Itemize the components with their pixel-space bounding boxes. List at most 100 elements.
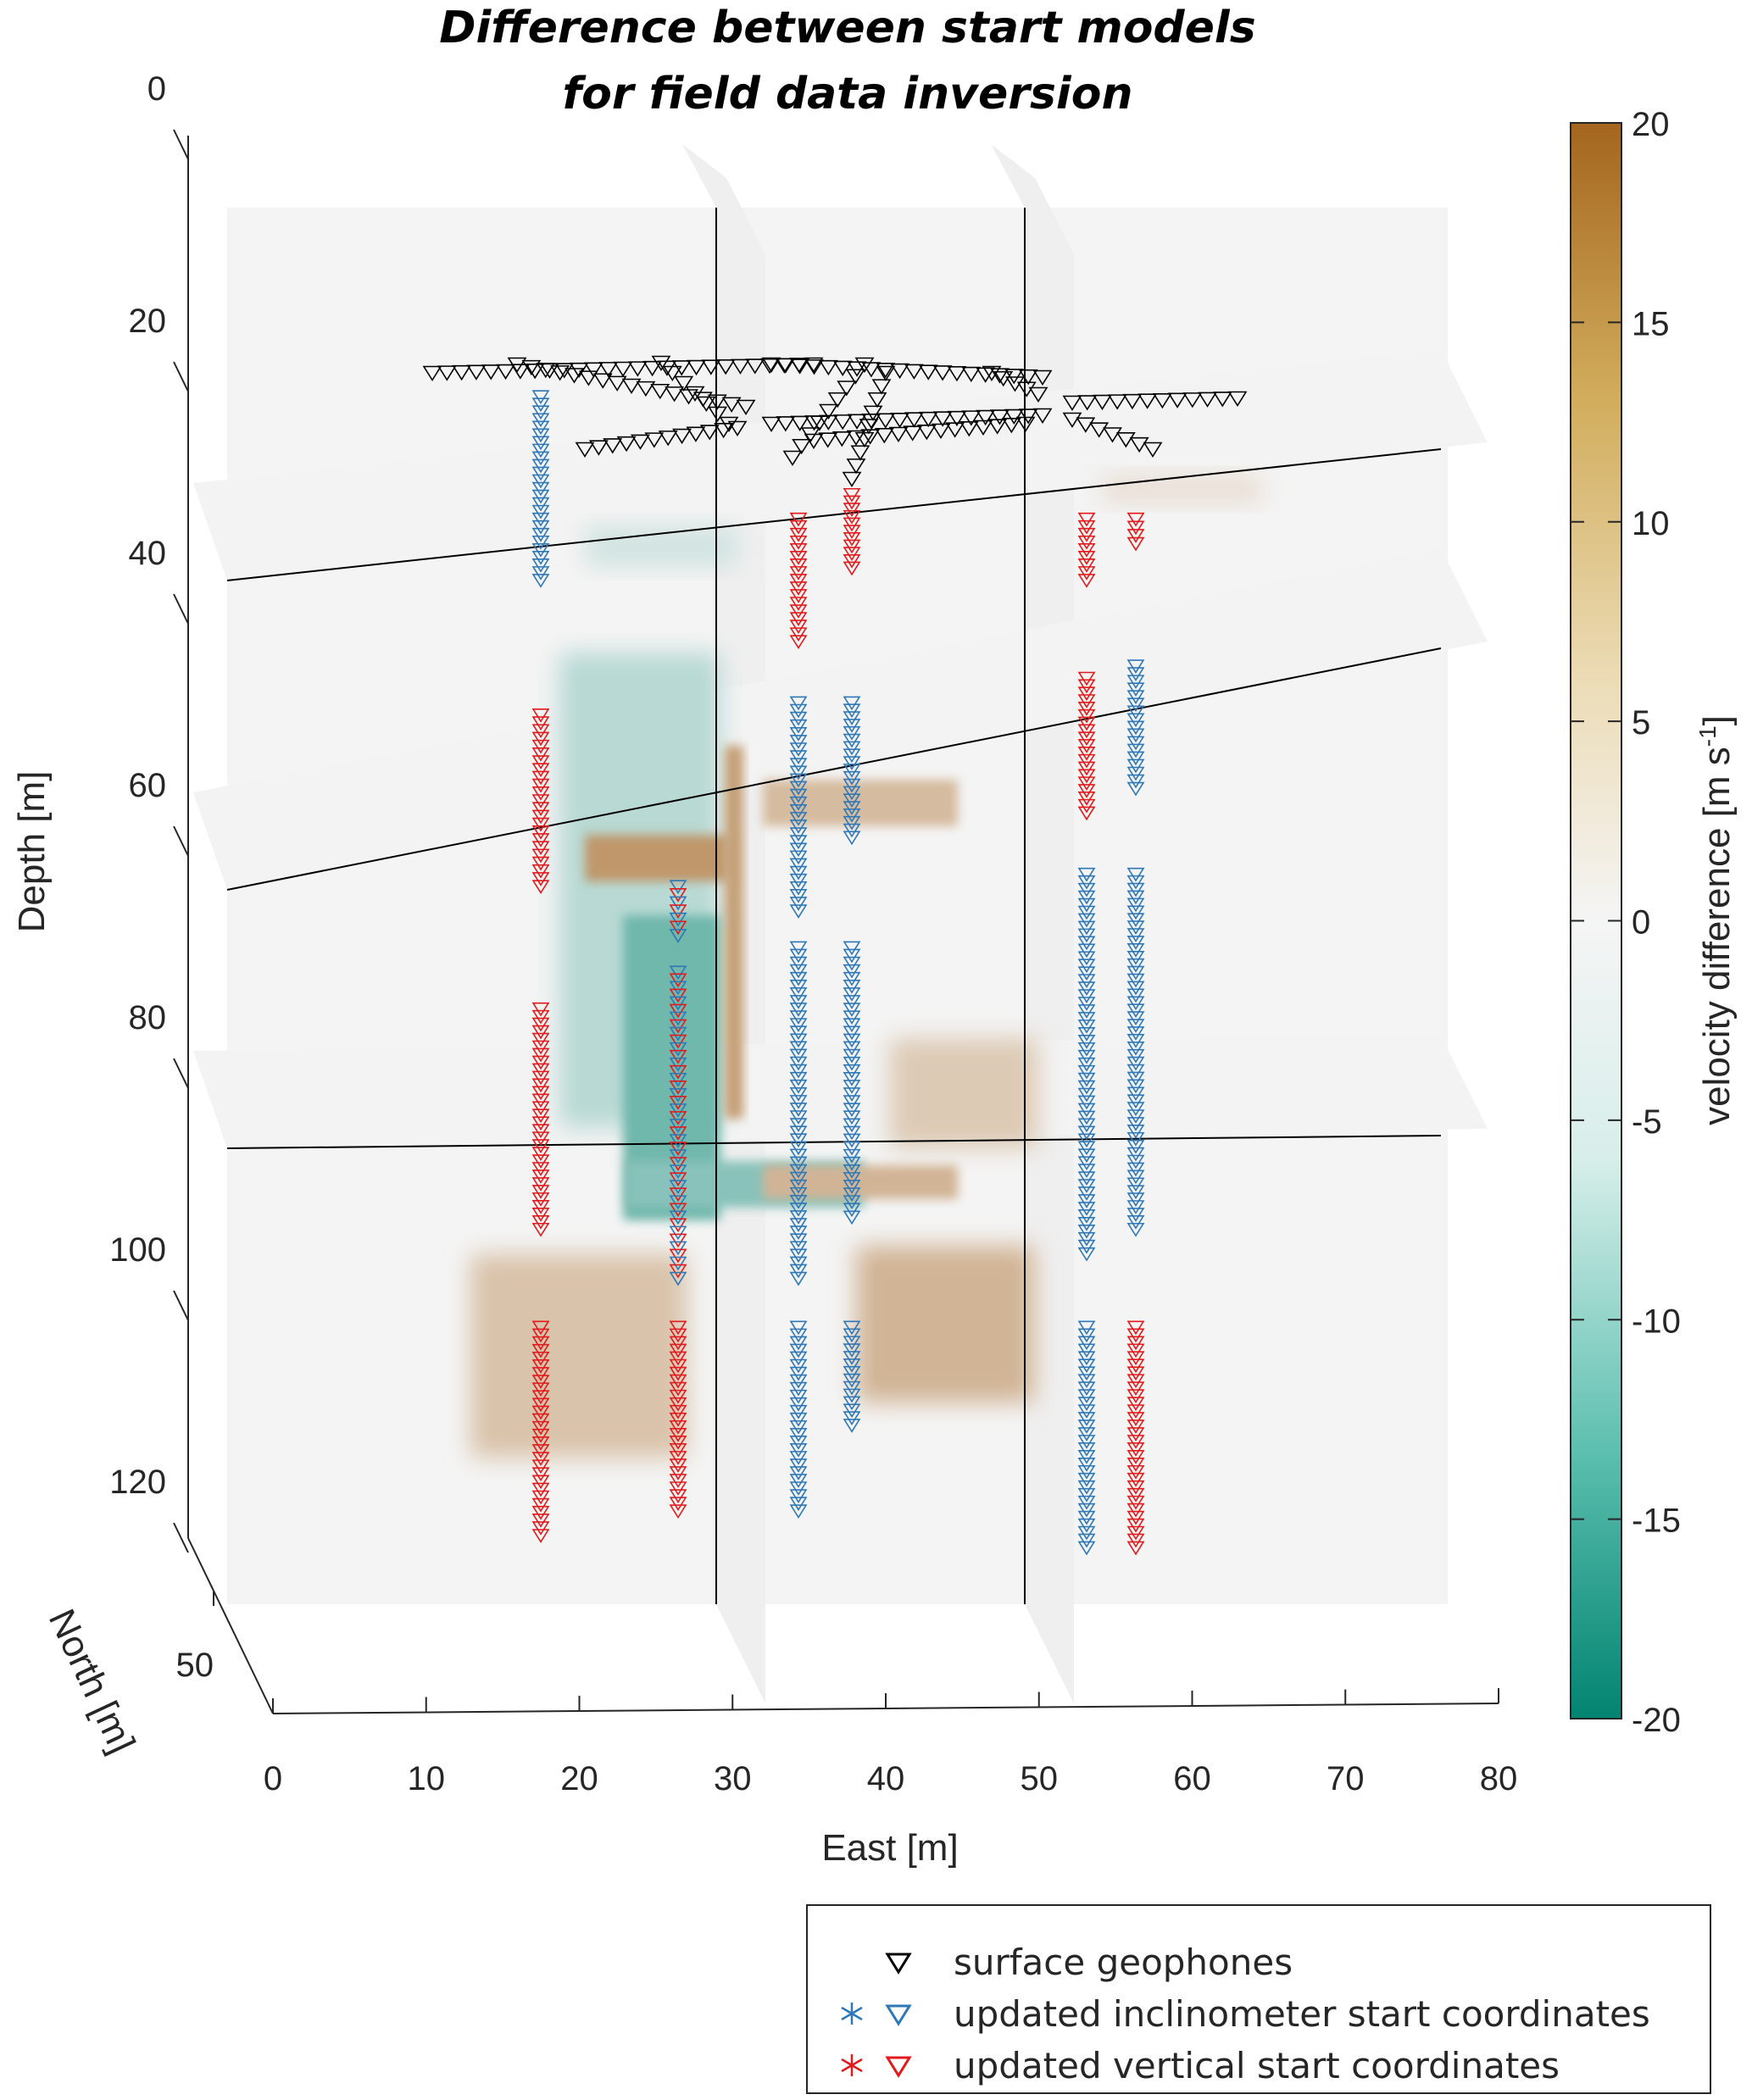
borehole-5-marker-2-44 [1126,1200,1145,1214]
borehole-3-marker-2-24 [843,1125,861,1141]
borehole-0-marker-0-22 [531,558,550,573]
borehole-4-marker-2-49 [1077,1239,1096,1254]
borehole-2-marker-2-38 [789,1233,808,1248]
borehole-1-marker-2-8 [669,1381,687,1397]
borehole-3-marker-2-13 [843,1041,861,1056]
borehole-2-marker-2-7 [789,995,808,1009]
borehole-2-marker-1-12 [789,788,808,803]
borehole-4-marker-2-48 [1077,1231,1096,1247]
geophone-10-3 [1103,427,1122,443]
borehole-4-marker-3-3 [1077,1343,1096,1358]
borehole-3-marker-2-12 [843,1033,861,1048]
borehole-3-marker-2-19 [843,1087,861,1102]
borehole-3-marker-2-20 [843,1095,861,1109]
borehole-5-marker-2-2 [1126,882,1145,897]
geophone-4-10 [904,364,924,380]
geophone-7-15 [1015,416,1036,433]
borehole-2-marker-2-14 [789,1048,808,1064]
borehole-2-marker-3-24 [789,1504,808,1519]
borehole-0-marker-1-18 [531,848,550,864]
borehole-5-marker-1-10 [1126,736,1145,751]
borehole-0-marker-2-4 [531,1032,550,1047]
borehole-0-marker-1-10 [531,786,550,801]
geophone-11-4 [1028,386,1048,403]
borehole-4-marker-2-42 [1077,1186,1096,1201]
geophone-8-2 [850,445,870,461]
borehole-2-marker-0-2 [789,527,808,542]
borehole-0-marker-3-16 [531,1444,550,1458]
borehole-5-marker-3-9 [1126,1389,1145,1403]
borehole-3-marker-3-7 [843,1373,861,1388]
geophone-6-0 [782,450,803,467]
borehole-1-marker-1-14 [669,1072,687,1087]
title-line-2: for field data inversion [563,69,1133,119]
borehole-4-marker-2-7 [1077,920,1096,936]
geophone-0-9 [554,363,575,379]
borehole-4-marker-2-45 [1077,1209,1096,1224]
borehole-4-marker-2-39 [1077,1164,1096,1179]
borehole-5-marker-3-21 [1126,1480,1145,1495]
borehole-3-marker-2-35 [843,1210,861,1225]
borehole-4-marker-2-22 [1077,1034,1096,1049]
borehole-2-marker-2-36 [789,1218,808,1232]
borehole-0-marker-3-27 [531,1529,550,1543]
east-tick-label-1: 10 [408,1760,446,1797]
geophone-4-1 [776,358,796,374]
borehole-4-marker-1-4 [1077,702,1096,716]
borehole-1-marker-2-13 [669,1419,687,1435]
borehole-2-marker-3-0 [789,1320,808,1336]
depth-tick-3 [173,825,189,857]
borehole-5-marker-1-16 [1126,781,1145,797]
borehole-2-marker-2-18 [789,1079,808,1094]
borehole-3-marker-2-31 [843,1180,861,1194]
borehole-5-marker-2-39 [1126,1162,1145,1177]
geophone-3-5 [644,432,665,448]
borehole-2-marker-3-13 [789,1419,808,1435]
borehole-2-marker-2-34 [789,1203,808,1217]
borehole-0-marker-2-6 [531,1047,550,1063]
borehole-0-marker-0-16 [531,512,550,527]
borehole-4-marker-2-0 [1077,867,1096,882]
anomaly-10 [585,525,737,568]
borehole-3-marker-1-0 [843,696,861,711]
borehole-4-marker-1-14 [1077,776,1096,792]
borehole-4-marker-3-1 [1077,1328,1096,1343]
boreholes [531,390,1145,1556]
geophone-1-0 [507,357,527,374]
borehole-4-marker-2-44 [1077,1202,1096,1216]
borehole-0-marker-3-2 [531,1336,550,1351]
borehole-1-marker-1-38 [669,1256,687,1271]
borehole-4-marker-2-17 [1077,997,1096,1011]
borehole-4-marker-2-10 [1077,943,1096,958]
borehole-2-marker-1-22 [789,865,808,881]
colorbar-tick-label-0: 20 [1632,106,1670,143]
borehole-2-marker-2-1 [789,948,808,964]
borehole-2-marker-0-7 [789,566,808,581]
borehole-0-marker-3-6 [531,1367,550,1381]
colorbar-tick-label-2: 10 [1632,505,1670,542]
borehole-4-marker-1-11 [1077,753,1096,769]
borehole-2-marker-1-17 [789,827,808,842]
borehole-5-marker-0-0 [1126,512,1145,527]
geophone-9-6 [1152,392,1172,409]
borehole-1-marker-2-4 [669,1351,687,1366]
borehole-1-marker-1-4 [669,996,687,1011]
borehole-3-marker-1-11 [843,778,861,793]
borehole-1-marker-1-39 [669,1264,687,1279]
borehole-5-marker-2-21 [1126,1026,1145,1041]
geophone-8-7 [871,379,892,395]
borehole-2-marker-3-5 [789,1358,808,1374]
borehole-0-marker-3-15 [531,1436,550,1451]
borehole-0-marker-0-8 [531,451,550,466]
borehole-2-marker-2-29 [789,1164,808,1179]
geophone-0-10 [569,362,589,379]
borehole-1-marker-1-16 [669,1088,687,1103]
borehole-4-marker-3-25 [1077,1510,1096,1525]
borehole-0-marker-3-25 [531,1514,550,1528]
borehole-3-marker-2-2 [843,956,861,971]
legend-marker-0 [885,1953,912,1975]
borehole-3-marker-1-17 [843,823,861,838]
borehole-2-marker-3-17 [789,1451,808,1465]
borehole-2-marker-2-16 [789,1064,808,1079]
borehole-1-marker-1-13 [669,1064,687,1080]
